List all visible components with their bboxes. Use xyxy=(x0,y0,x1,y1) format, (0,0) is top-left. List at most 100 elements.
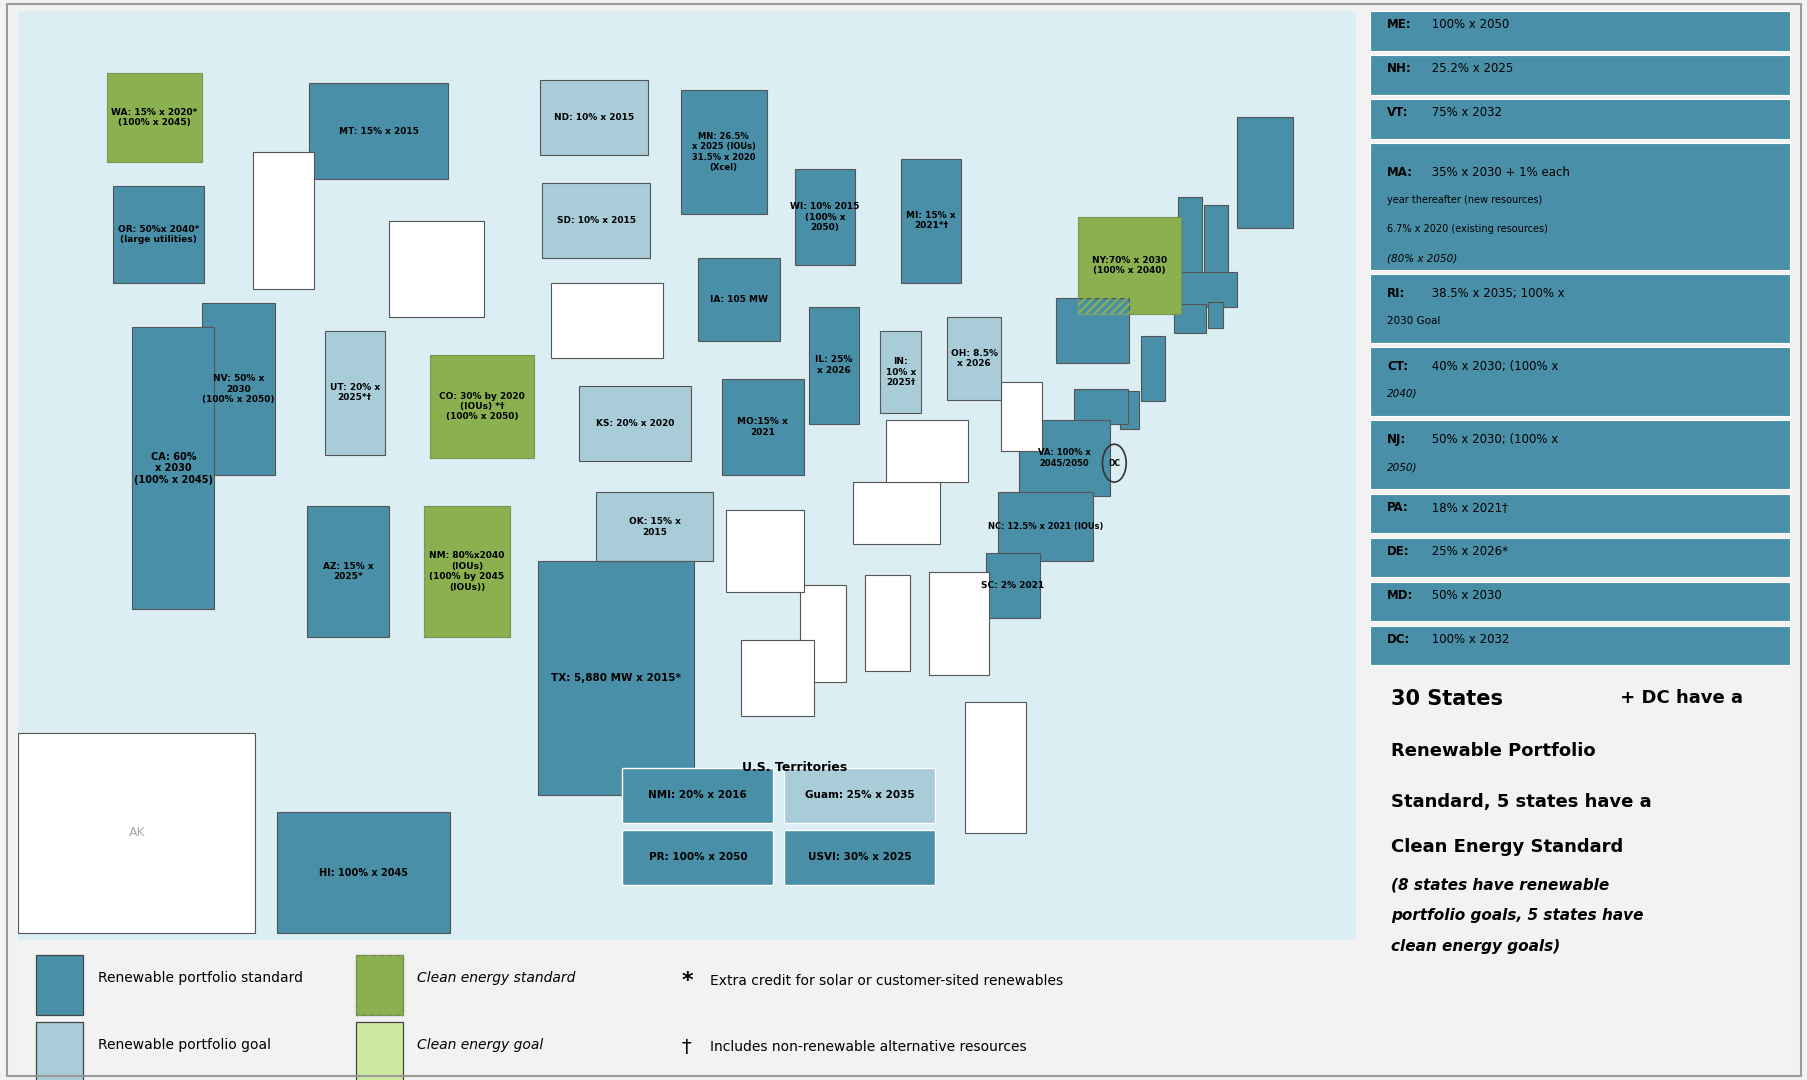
Bar xyxy=(1073,389,1128,423)
Text: DC:: DC: xyxy=(1386,633,1409,646)
Text: Clean energy standard: Clean energy standard xyxy=(417,971,575,985)
Bar xyxy=(885,420,967,482)
Bar xyxy=(853,482,940,544)
Bar xyxy=(721,379,802,475)
Text: NJ:: NJ: xyxy=(1386,433,1406,446)
Bar xyxy=(1370,348,1789,416)
Text: 30 States: 30 States xyxy=(1391,689,1503,710)
Text: 75% x 2032: 75% x 2032 xyxy=(1428,106,1500,119)
Text: *: * xyxy=(681,971,692,991)
Bar xyxy=(1370,538,1789,578)
Text: SD: 10% x 2015: SD: 10% x 2015 xyxy=(557,216,636,225)
Text: U.S. Territories: U.S. Territories xyxy=(743,761,847,774)
Text: 2050): 2050) xyxy=(1386,462,1417,472)
Text: WA: 15% x 2020*
(100% x 2045): WA: 15% x 2020* (100% x 2045) xyxy=(110,108,197,127)
Text: 18% x 2021†: 18% x 2021† xyxy=(1428,501,1507,514)
Bar xyxy=(864,575,911,672)
Bar xyxy=(1370,143,1789,270)
Text: PA:: PA: xyxy=(1386,501,1408,514)
Text: 40% x 2030; (100% x: 40% x 2030; (100% x xyxy=(1428,360,1558,373)
Text: PR: 100% x 2050: PR: 100% x 2050 xyxy=(649,852,746,862)
Text: 100% x 2032: 100% x 2032 xyxy=(1428,633,1509,646)
Bar xyxy=(997,492,1091,562)
Text: NMI: 20% x 2016: NMI: 20% x 2016 xyxy=(649,791,746,800)
Bar xyxy=(389,220,484,316)
Text: (8 states have renewable: (8 states have renewable xyxy=(1391,877,1608,892)
Bar xyxy=(430,355,533,458)
Bar xyxy=(801,585,846,681)
Bar xyxy=(725,510,802,592)
Bar xyxy=(880,330,922,414)
Text: DC: DC xyxy=(1108,459,1120,468)
Bar xyxy=(307,507,389,637)
Text: OH: 8.5%
x 2026: OH: 8.5% x 2026 xyxy=(950,349,997,368)
Text: Renewable portfolio standard: Renewable portfolio standard xyxy=(98,971,302,985)
Text: + DC have a: + DC have a xyxy=(1614,689,1742,707)
Bar xyxy=(18,733,255,933)
Text: NV: 50% x
2030
(100% x 2050): NV: 50% x 2030 (100% x 2050) xyxy=(202,375,275,404)
Bar xyxy=(929,571,988,675)
Bar xyxy=(356,956,403,1015)
Text: Extra credit for solar or customer-sited renewables: Extra credit for solar or customer-sited… xyxy=(710,974,1063,988)
Text: UT: 20% x
2025*†: UT: 20% x 2025*† xyxy=(329,383,379,403)
Text: IA: 105 MW: IA: 105 MW xyxy=(710,295,768,305)
Text: VA: 100% x
2045/2050: VA: 100% x 2045/2050 xyxy=(1037,448,1090,468)
Text: CT:: CT: xyxy=(1386,360,1408,373)
Bar xyxy=(423,507,510,637)
Text: NY:70% x 2030
(100% x 2040): NY:70% x 2030 (100% x 2040) xyxy=(1091,256,1166,275)
Bar xyxy=(947,316,1001,400)
Text: CA: 60%
x 2030
(100% x 2045): CA: 60% x 2030 (100% x 2045) xyxy=(134,451,213,485)
Text: NM: 80%x2040
(IOUs)
(100% by 2045
(IOUs)): NM: 80%x2040 (IOUs) (100% by 2045 (IOUs)… xyxy=(428,552,504,592)
Text: RI:: RI: xyxy=(1386,286,1404,299)
Bar xyxy=(114,186,204,283)
Bar xyxy=(1370,274,1789,343)
Bar xyxy=(1077,217,1180,313)
Text: WI: 10% 2015
(100% x
2050): WI: 10% 2015 (100% x 2050) xyxy=(790,202,860,232)
Text: Clean Energy Standard: Clean Energy Standard xyxy=(1391,838,1623,855)
Bar xyxy=(1236,118,1292,228)
Bar xyxy=(309,83,448,179)
Bar xyxy=(1370,420,1789,489)
Text: Guam: 25% x 2035: Guam: 25% x 2035 xyxy=(804,791,914,800)
Bar xyxy=(622,768,773,823)
Bar xyxy=(900,159,961,283)
Text: 25% x 2026*: 25% x 2026* xyxy=(1428,544,1507,557)
Text: portfolio goals, 5 states have: portfolio goals, 5 states have xyxy=(1391,908,1643,923)
Text: MO:15% x
2021: MO:15% x 2021 xyxy=(737,417,788,436)
Bar xyxy=(423,507,510,637)
Bar xyxy=(784,829,934,885)
Bar xyxy=(540,80,649,156)
Bar xyxy=(36,1023,83,1080)
Text: 2040): 2040) xyxy=(1386,389,1417,399)
Text: AZ: 15% x
2025*: AZ: 15% x 2025* xyxy=(323,562,374,581)
Bar xyxy=(323,330,385,455)
Bar xyxy=(1370,494,1789,534)
Text: 35% x 2030 + 1% each: 35% x 2030 + 1% each xyxy=(1428,165,1568,178)
Bar xyxy=(36,956,83,1015)
Text: KS: 20% x 2020: KS: 20% x 2020 xyxy=(596,419,674,428)
Text: 25.2% x 2025: 25.2% x 2025 xyxy=(1428,62,1512,75)
Text: USVI: 30% x 2025: USVI: 30% x 2025 xyxy=(808,852,911,862)
Bar xyxy=(698,258,779,341)
Bar xyxy=(795,170,855,266)
Text: 50% x 2030; (100% x: 50% x 2030; (100% x xyxy=(1428,433,1558,446)
Bar xyxy=(551,283,663,359)
Bar xyxy=(1001,382,1041,451)
Bar xyxy=(596,492,712,562)
Text: Includes non-renewable alternative resources: Includes non-renewable alternative resou… xyxy=(710,1040,1026,1054)
Bar xyxy=(1370,582,1789,621)
Text: ND: 10% x 2015: ND: 10% x 2015 xyxy=(555,113,634,122)
Text: year thereafter (new resources): year thereafter (new resources) xyxy=(1386,194,1541,205)
Text: MT: 15% x 2015: MT: 15% x 2015 xyxy=(338,126,417,136)
Bar xyxy=(985,553,1039,618)
Text: NH:: NH: xyxy=(1386,62,1411,75)
Text: AK: AK xyxy=(128,826,145,839)
Bar xyxy=(1140,336,1164,402)
Bar xyxy=(1370,11,1789,51)
Bar xyxy=(356,1023,403,1080)
Bar xyxy=(107,72,201,162)
Text: NC: 12.5% x 2021 (IOUs): NC: 12.5% x 2021 (IOUs) xyxy=(987,523,1102,531)
Text: SC: 2% 2021: SC: 2% 2021 xyxy=(981,581,1044,590)
Bar xyxy=(578,386,690,461)
Text: Standard, 5 states have a: Standard, 5 states have a xyxy=(1391,793,1652,811)
